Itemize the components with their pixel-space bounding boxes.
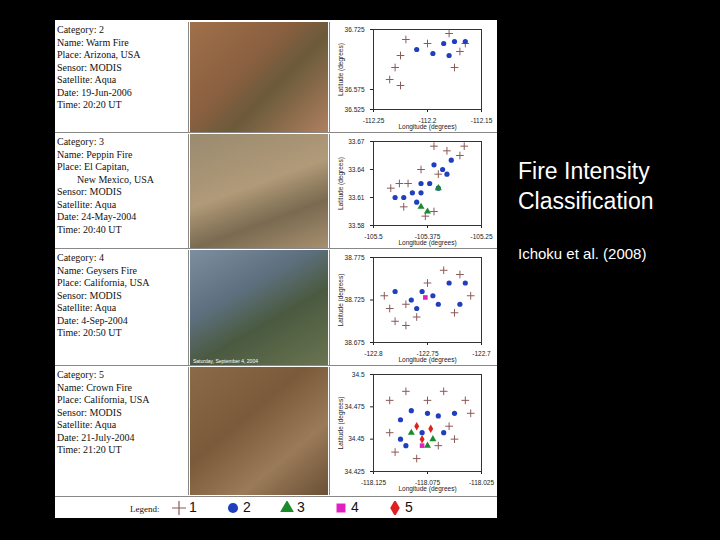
svg-text:-122.75: -122.75 xyxy=(416,350,439,358)
svg-text:38.675: 38.675 xyxy=(345,339,365,346)
html-text:Category: 3 Name: Peppin Fire: Category: 3 Name: Peppin Fire Place: El … xyxy=(57,136,154,235)
svg-text:-122.8: -122.8 xyxy=(364,350,383,357)
svg-text:33.67: 33.67 xyxy=(348,138,365,145)
html-text:Saturday, September 4, 2004: Saturday, September 4, 2004 xyxy=(193,358,258,364)
svg-text:33.58: 33.58 xyxy=(348,222,365,229)
html-text:4: 4 xyxy=(351,499,359,515)
svg-text:33.61: 33.61 xyxy=(348,194,365,201)
svg-text:-105.25: -105.25 xyxy=(470,233,492,240)
svg-text:-118.025: -118.025 xyxy=(469,479,495,486)
html-text:Category: 4 Name: Geysers Fire: Category: 4 Name: Geysers Fire Place: Ca… xyxy=(57,252,150,338)
svg-text:-122.7: -122.7 xyxy=(472,350,491,357)
svg-text:36.525: 36.525 xyxy=(345,106,365,113)
html-text:1: 1 xyxy=(189,499,197,515)
svg-text:-105.5: -105.5 xyxy=(364,233,383,240)
svg-text:38.725: 38.725 xyxy=(345,296,365,303)
svg-text:-112.25: -112.25 xyxy=(363,117,385,124)
svg-text:34.45: 34.45 xyxy=(348,435,365,442)
svg-text:-118.075: -118.075 xyxy=(414,479,441,487)
html-text:2: 2 xyxy=(243,499,251,515)
html-text:Fire Intensity Classification: Fire Intensity Classification xyxy=(518,158,654,214)
svg-text:-105.375: -105.375 xyxy=(414,233,441,241)
svg-text:34.5: 34.5 xyxy=(352,371,365,378)
html-text:Legend:: Legend: xyxy=(130,504,160,514)
svg-text:Latitude (degrees): Latitude (degrees) xyxy=(337,43,345,96)
html-text:3: 3 xyxy=(297,499,305,515)
svg-text:Longitude (degrees): Longitude (degrees) xyxy=(398,123,456,131)
svg-text:36.575: 36.575 xyxy=(345,86,365,93)
svg-text:-112.2: -112.2 xyxy=(418,117,437,125)
svg-text:34.425: 34.425 xyxy=(345,468,365,475)
svg-text:Latitude (degrees): Latitude (degrees) xyxy=(337,157,345,210)
svg-text:Latitude (degrees): Latitude (degrees) xyxy=(337,397,345,450)
svg-text:Longitude (degrees): Longitude (degrees) xyxy=(398,356,456,364)
html-text:Category: 5 Name: Crown Fire P: Category: 5 Name: Crown Fire Place: Cali… xyxy=(57,369,150,455)
svg-text:38.775: 38.775 xyxy=(345,254,365,261)
html-text:Ichoku et al. (2008): Ichoku et al. (2008) xyxy=(518,245,647,262)
svg-text:34.475: 34.475 xyxy=(345,403,365,410)
svg-text:Longitude (degrees): Longitude (degrees) xyxy=(398,239,456,247)
html-text:Category: 2 Name: Warm Fire Pl: Category: 2 Name: Warm Fire Place: Arizo… xyxy=(57,24,141,110)
svg-text:-118.125: -118.125 xyxy=(361,479,387,486)
svg-text:Latitude (degrees): Latitude (degrees) xyxy=(337,274,345,327)
html-text:5: 5 xyxy=(405,499,413,515)
svg-text:-112.15: -112.15 xyxy=(471,117,493,124)
svg-text:36.725: 36.725 xyxy=(345,26,365,33)
svg-text:Longitude (degrees): Longitude (degrees) xyxy=(398,485,456,493)
svg-text:33.64: 33.64 xyxy=(348,166,365,173)
